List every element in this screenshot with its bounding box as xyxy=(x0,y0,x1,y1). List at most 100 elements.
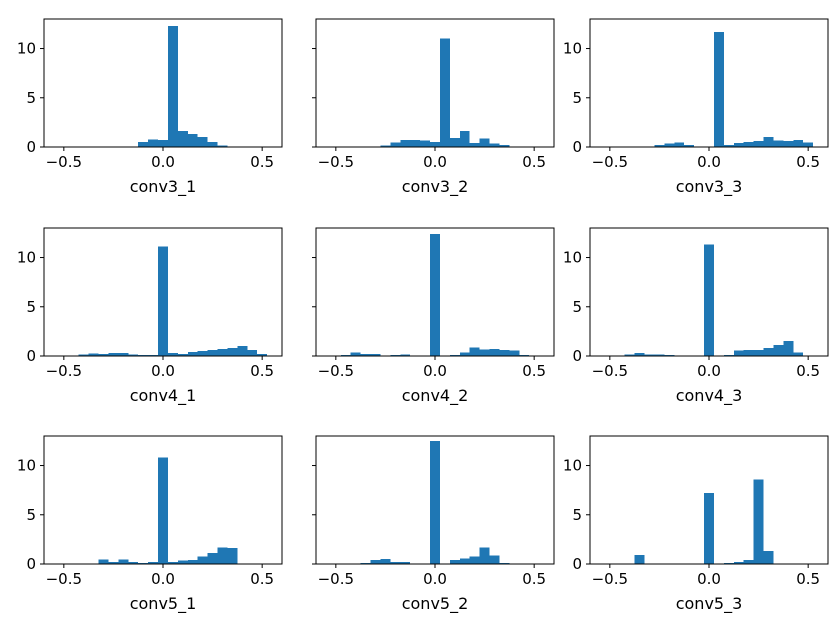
histogram-bar xyxy=(167,562,178,564)
histogram-bar xyxy=(197,556,208,564)
histogram-bar xyxy=(449,138,460,147)
x-tick-label: −0.5 xyxy=(592,570,628,588)
histogram-bar xyxy=(723,145,734,147)
subplot-conv5-3: −0.5 0.0 0.5 0 5 10 conv5_3 xyxy=(563,435,829,614)
histogram-bar xyxy=(469,347,480,356)
histogram-bar xyxy=(158,457,168,564)
histogram-bar xyxy=(108,562,119,564)
histogram-bar xyxy=(257,354,268,356)
x-tick-label: 0.5 xyxy=(250,153,274,171)
histogram-bar xyxy=(743,350,754,356)
histogram-bar xyxy=(78,354,89,356)
x-tick-label: 0.5 xyxy=(796,362,820,380)
x-axis-label: conv4_3 xyxy=(676,386,743,406)
histogram-bar xyxy=(420,140,431,147)
y-tick-label: 0 xyxy=(26,138,36,156)
histogram-bar xyxy=(489,555,500,564)
x-tick-label: −0.5 xyxy=(46,362,82,380)
x-tick-label: 0.0 xyxy=(697,153,721,171)
histogram-bar xyxy=(704,493,714,564)
histogram-bar xyxy=(247,350,258,356)
histogram-bar xyxy=(469,143,480,147)
histogram-bar xyxy=(227,348,238,356)
histogram-bar xyxy=(187,560,198,564)
y-tick-label: 10 xyxy=(17,249,36,267)
histogram-bar xyxy=(390,562,401,564)
histogram-bar xyxy=(793,352,804,356)
histogram-bar xyxy=(469,556,480,564)
x-tick-label: −0.5 xyxy=(592,153,628,171)
histogram-bar xyxy=(479,138,490,147)
x-tick-label: 0.0 xyxy=(151,570,175,588)
y-tick-label: 5 xyxy=(26,506,36,524)
histogram-bar xyxy=(803,142,814,147)
histogram-bar xyxy=(634,353,645,356)
histogram-bar xyxy=(489,143,500,147)
x-axis-label: conv5_2 xyxy=(402,594,469,614)
histogram-bar xyxy=(177,354,188,356)
x-tick-label: −0.5 xyxy=(318,362,354,380)
histogram-bar xyxy=(664,143,675,147)
histogram-bar xyxy=(217,547,228,564)
histogram-bar xyxy=(187,134,198,147)
subplot-conv5-2: −0.5 0.0 0.5 conv5_2 xyxy=(312,435,555,614)
histogram-bar xyxy=(644,354,655,356)
y-tick-label: 5 xyxy=(26,298,36,316)
x-axis-label: conv5_3 xyxy=(676,594,743,614)
x-tick-label: −0.5 xyxy=(46,570,82,588)
histogram-bar xyxy=(753,479,764,564)
histogram-bar xyxy=(128,354,139,356)
histogram-bar xyxy=(207,142,218,147)
histogram-bar xyxy=(743,560,754,564)
axes-frame xyxy=(43,18,283,148)
x-axis-label: conv4_2 xyxy=(402,386,469,406)
x-tick-label: 0.5 xyxy=(796,153,820,171)
x-tick-label: 0.5 xyxy=(522,153,546,171)
y-tick-label: 5 xyxy=(572,506,582,524)
histogram-bar xyxy=(439,38,450,147)
y-tick-label: 0 xyxy=(26,347,36,365)
histogram-bar xyxy=(158,140,168,147)
y-tick-label: 10 xyxy=(563,249,582,267)
subplot-conv3-2: −0.5 0.0 0.5 conv3_2 xyxy=(312,18,555,197)
histogram-bar xyxy=(654,354,665,356)
x-tick-label: −0.5 xyxy=(46,153,82,171)
y-tick-label: 0 xyxy=(26,555,36,573)
subplot-conv5-1: −0.5 0.0 0.5 0 5 10 conv5_1 xyxy=(17,435,283,614)
histogram-bar xyxy=(148,139,159,147)
histogram-bar xyxy=(793,140,804,147)
histogram-bar xyxy=(733,350,744,356)
histogram-bar xyxy=(684,145,695,147)
histogram-bar xyxy=(713,31,724,147)
histogram-bar xyxy=(773,140,784,147)
subplot-conv3-3: −0.5 0.0 0.5 0 5 10 conv3_3 xyxy=(563,18,829,197)
histogram-bar xyxy=(350,352,361,356)
histogram-bar xyxy=(773,345,784,356)
histogram-bar xyxy=(360,354,371,356)
axes-frame xyxy=(589,18,829,148)
y-tick-label: 0 xyxy=(572,555,582,573)
histogram-bar xyxy=(167,25,178,148)
y-tick-label: 10 xyxy=(563,40,582,58)
histogram-bar xyxy=(207,350,218,356)
x-tick-label: −0.5 xyxy=(592,362,628,380)
histogram-bar xyxy=(499,145,510,147)
histogram-bar xyxy=(763,137,774,147)
histogram-bar xyxy=(459,352,470,356)
y-tick-label: 10 xyxy=(17,40,36,58)
x-tick-label: 0.0 xyxy=(151,153,175,171)
histogram-bar xyxy=(167,353,178,356)
y-tick-label: 5 xyxy=(572,298,582,316)
y-tick-label: 0 xyxy=(572,138,582,156)
histogram-bar xyxy=(217,349,228,356)
histogram-bar xyxy=(98,559,109,564)
histogram-bar xyxy=(743,142,754,147)
x-tick-label: 0.0 xyxy=(151,362,175,380)
histogram-bar xyxy=(783,141,794,147)
histogram-bar xyxy=(459,131,470,147)
x-tick-label: 0.5 xyxy=(250,362,274,380)
x-tick-label: 0.0 xyxy=(423,362,447,380)
histogram-bar xyxy=(237,346,248,356)
histogram-bar xyxy=(479,547,490,564)
histogram-bar xyxy=(370,560,381,564)
